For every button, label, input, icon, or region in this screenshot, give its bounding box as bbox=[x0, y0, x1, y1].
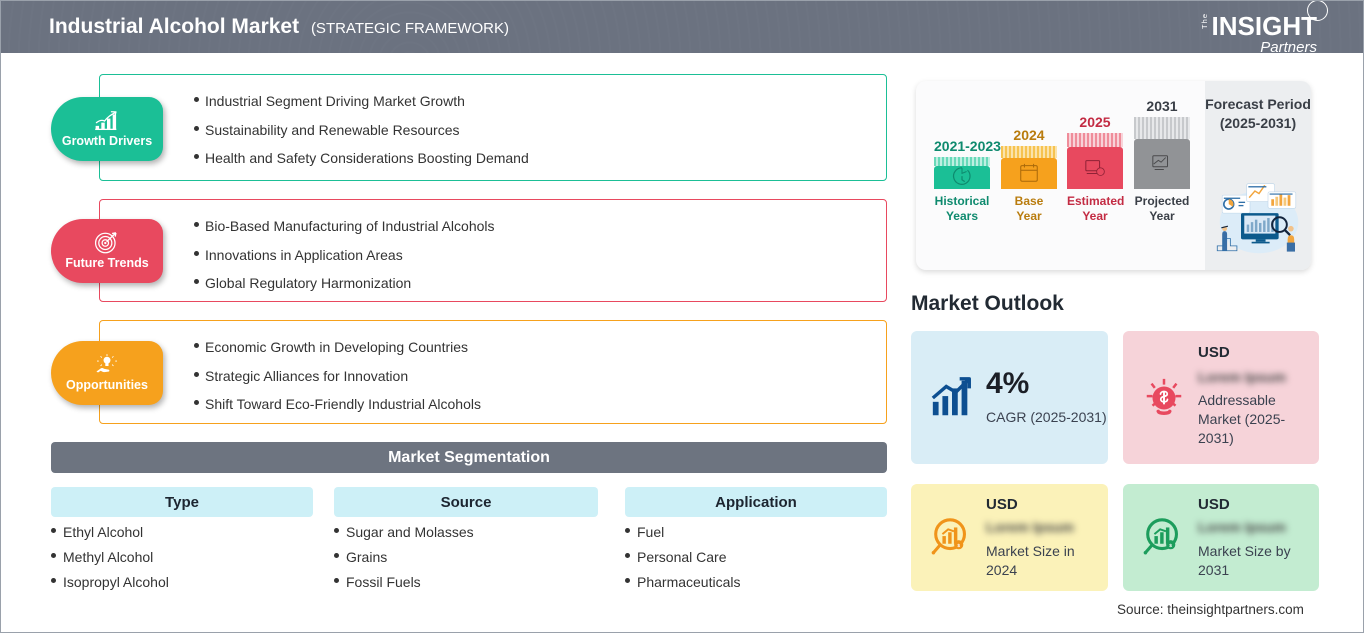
svg-text:$: $ bbox=[1169, 542, 1172, 548]
svg-text:$: $ bbox=[957, 542, 960, 548]
